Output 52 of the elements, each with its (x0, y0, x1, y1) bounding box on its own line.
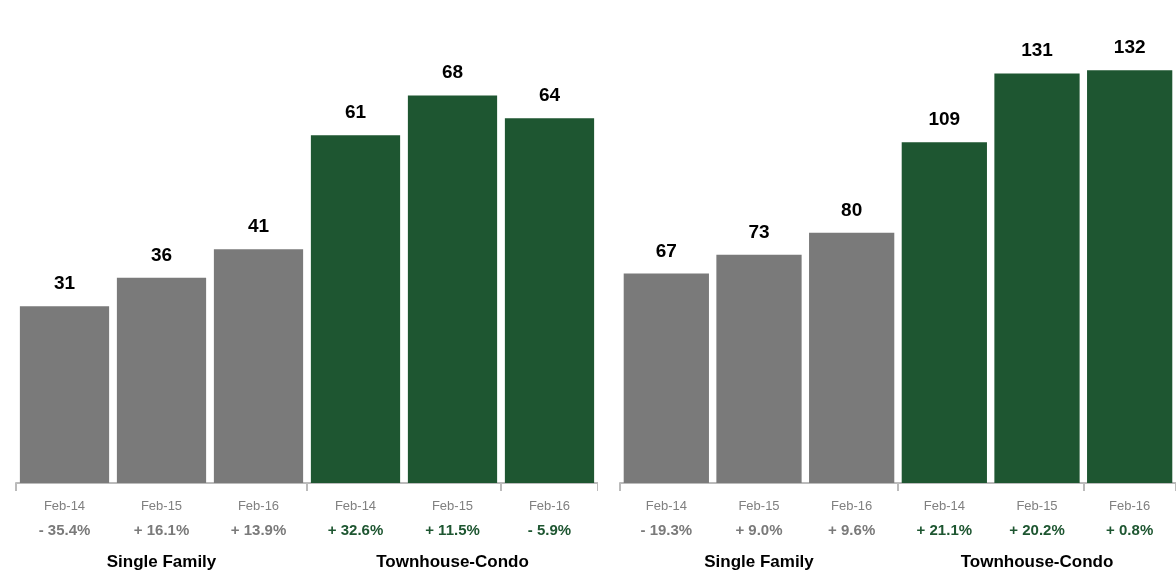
text: + 13.9% (230, 520, 287, 538)
text: + 11.5% (425, 520, 480, 538)
x-tick-label: Feb-16 (831, 497, 873, 513)
data-label: 67 (655, 239, 677, 261)
bar (1087, 70, 1173, 483)
data-label: 41 (247, 215, 270, 237)
bar (994, 73, 1080, 483)
text: + 32.6% (327, 520, 384, 538)
x-tick-label: Feb-15 (140, 497, 183, 513)
bar (504, 118, 595, 483)
x-tick-label: Feb-14 (923, 497, 965, 513)
text: Townhouse-Condo (960, 552, 1114, 571)
x-tick-label: Feb-15 (738, 497, 780, 513)
x-tick-label: Feb-16 (528, 497, 571, 513)
bar (809, 232, 895, 483)
x-tick-label: Feb-16 (237, 497, 280, 513)
bar (623, 273, 709, 483)
text: + 9.6% (828, 520, 876, 538)
data-label: 61 (344, 101, 367, 123)
text: Single Family (704, 552, 815, 571)
data-label: 64 (538, 84, 561, 106)
text: Townhouse-Condo (376, 552, 529, 571)
data-label: 36 (150, 243, 173, 265)
text: + 20.2% (1009, 520, 1065, 538)
bar (901, 142, 987, 483)
text: - 19.3% (640, 520, 693, 538)
x-tick-label: Feb-16 (1109, 497, 1151, 513)
bar (213, 249, 304, 483)
data-label: 80 (841, 198, 863, 220)
text: - 35.4% (38, 520, 91, 538)
data-label: 132 (1113, 36, 1146, 58)
bar (310, 135, 401, 483)
text: - 5.9% (527, 520, 572, 538)
bar (407, 95, 498, 483)
text: + 16.1% (133, 520, 190, 538)
x-tick-label: Feb-14 (645, 497, 687, 513)
data-label: 31 (53, 272, 76, 294)
text: + 0.8% (1106, 520, 1154, 538)
bar (116, 277, 207, 483)
x-tick-label: Feb-14 (334, 497, 377, 513)
data-label: 109 (928, 108, 961, 130)
x-tick-label: Feb-14 (43, 497, 86, 513)
bar (716, 254, 802, 483)
data-label: 73 (748, 220, 770, 242)
x-tick-label: Feb-15 (431, 497, 474, 513)
x-tick-label: Feb-15 (1016, 497, 1058, 513)
data-label: 68 (441, 61, 464, 83)
text: + 21.1% (916, 520, 973, 538)
data-label: 131 (1021, 39, 1054, 61)
text: + 9.0% (735, 520, 783, 538)
bar (19, 306, 110, 483)
text: Single Family (106, 552, 217, 571)
